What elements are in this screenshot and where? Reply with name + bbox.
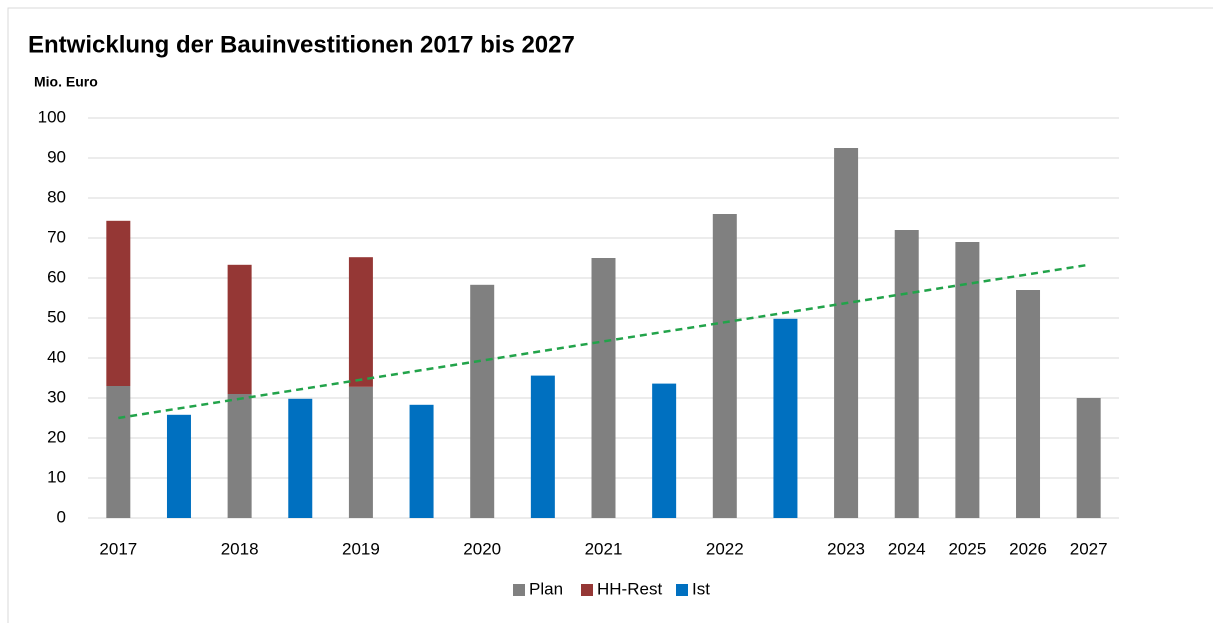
bar [773, 318, 798, 518]
bar [470, 284, 495, 518]
y-tick-label: 50 [47, 307, 66, 326]
chart-title: Entwicklung der Bauinvestitionen 2017 bi… [28, 31, 575, 58]
legend-label: Plan [529, 579, 563, 598]
y-tick-label: 0 [57, 507, 66, 526]
y-tick-label: 60 [47, 267, 66, 286]
trendline [118, 263, 1089, 420]
x-tick-label: 2022 [706, 539, 744, 558]
bar [955, 242, 980, 518]
y-tick-label: 20 [47, 427, 66, 446]
bar [894, 230, 919, 518]
bar [227, 264, 252, 394]
x-tick-label: 2017 [99, 539, 137, 558]
x-tick-label: 2023 [827, 539, 865, 558]
bar [288, 398, 313, 518]
x-tick-label: 2024 [888, 539, 926, 558]
bar [712, 214, 737, 518]
y-tick-label: 100 [38, 107, 66, 126]
x-tick-label: 2025 [948, 539, 986, 558]
bar [166, 414, 191, 518]
bar [834, 148, 859, 518]
x-tick-label: 2021 [585, 539, 623, 558]
x-tick-label: 2026 [1009, 539, 1047, 558]
bar [530, 375, 555, 518]
bar [1076, 398, 1101, 518]
legend-label: Ist [692, 579, 710, 598]
y-tick-label: 40 [47, 347, 66, 366]
bar [348, 257, 373, 387]
bar [106, 220, 131, 386]
y-tick-label: 70 [47, 227, 66, 246]
bar [1016, 290, 1041, 518]
bar [106, 386, 131, 518]
legend-swatch [676, 584, 688, 596]
bar [348, 386, 373, 518]
bar [409, 404, 434, 518]
bar [591, 258, 616, 518]
bar [652, 383, 677, 518]
legend-label: HH-Rest [597, 579, 662, 598]
y-tick-label: 90 [47, 147, 66, 166]
y-tick-label: 80 [47, 187, 66, 206]
y-tick-label: 10 [47, 467, 66, 486]
x-tick-label: 2020 [463, 539, 501, 558]
bar [227, 394, 252, 518]
x-tick-label: 2019 [342, 539, 380, 558]
legend-swatch [513, 584, 525, 596]
legend-swatch [581, 584, 593, 596]
y-axis-label: Mio. Euro [34, 74, 98, 90]
x-tick-label: 2027 [1070, 539, 1108, 558]
x-tick-label: 2018 [221, 539, 259, 558]
y-tick-label: 30 [47, 387, 66, 406]
